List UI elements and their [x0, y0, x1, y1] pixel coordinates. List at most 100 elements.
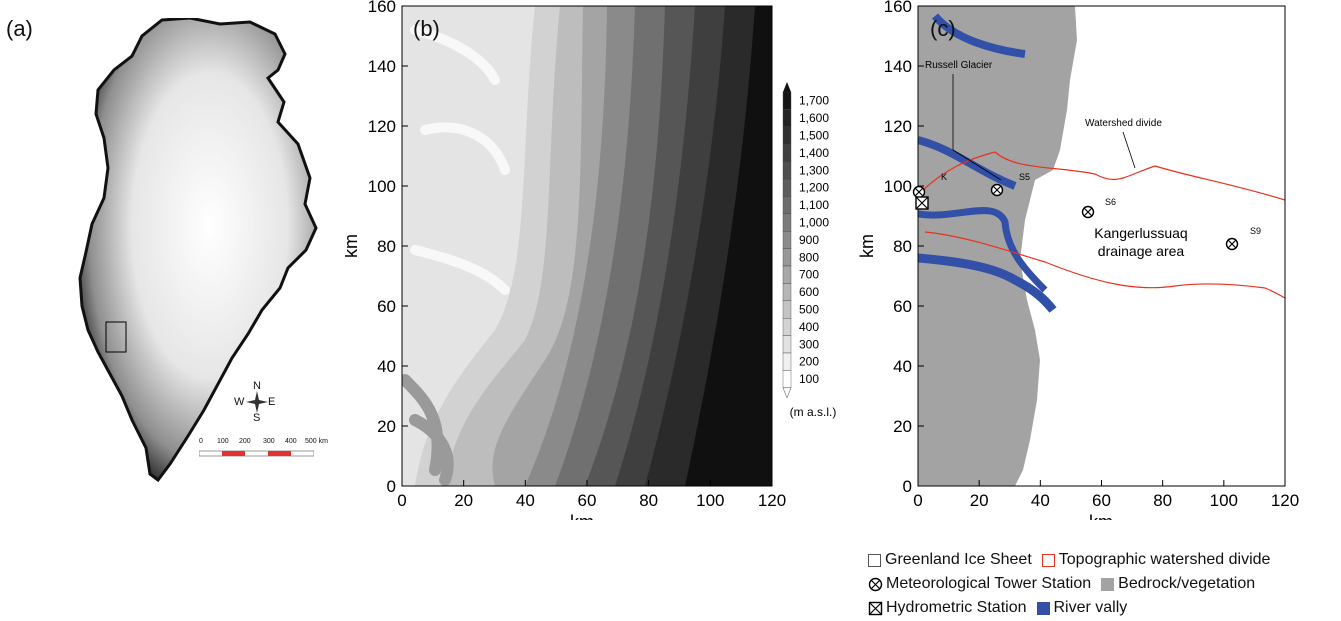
- b-xtick-label: 20: [454, 491, 473, 510]
- colorbar-label: 800: [799, 250, 819, 264]
- colorbar-cell: [782, 248, 792, 267]
- colorbar-cell: [782, 213, 792, 232]
- bedrock-vegetation-area: [918, 6, 1077, 486]
- scale-tick-5: 500 km: [305, 438, 328, 445]
- c-ytick-label: 80: [893, 237, 912, 256]
- colorbar-label: 1,600: [799, 111, 829, 125]
- hydrometric-station: [915, 196, 929, 210]
- panel-b-label: (b): [413, 16, 440, 41]
- elevation-contours: [402, 6, 772, 486]
- colorbar-label: 1,400: [799, 146, 829, 160]
- bedrock-swatch: [1101, 577, 1115, 591]
- colorbar-label: 700: [799, 268, 819, 282]
- b-xtick-label: 0: [397, 491, 406, 510]
- river-swatch: [1036, 601, 1050, 615]
- met-station-k-label: K: [941, 172, 947, 182]
- colorbar-label: 200: [799, 355, 819, 369]
- c-ytick-label: 100: [884, 177, 912, 196]
- colorbar-cell: [782, 230, 792, 249]
- legend-row-2: Meteorological Tower Station Bedrock/veg…: [868, 572, 1270, 596]
- colorbar-cell: [782, 126, 792, 145]
- b-ytick-label: 40: [377, 357, 396, 376]
- met-station-s5: S5: [990, 172, 1030, 197]
- river-valley-mid: [918, 136, 1017, 190]
- watershed-divide-leader: [1122, 131, 1136, 169]
- b-ytick-label: 100: [368, 177, 396, 196]
- colorbar-labels: 1,700 1,600 1,500 1,400 1,300 1,200 1,100 1,000…: [799, 94, 829, 386]
- c-ytick-label: 40: [893, 357, 912, 376]
- drainage-map-panel: 0 20 40 60 80 100 120 140 160 0 20 40 60 80 100 120 km…: [857, 0, 1299, 520]
- compass-star-icon: [246, 391, 268, 413]
- c-ytick-label: 60: [893, 297, 912, 316]
- b-xtick-label: 120: [758, 491, 786, 510]
- legend-met: Meteorological Tower Station: [886, 575, 1092, 592]
- c-xtick-label: 0: [913, 491, 922, 510]
- legend-row-1: Greenland Ice Sheet Topographic watershe…: [868, 548, 1270, 572]
- scale-tick-3: 300: [263, 438, 275, 445]
- scale-bar-graphic: [199, 450, 314, 457]
- c-ytick-label: 0: [903, 477, 912, 496]
- b-x-axis-label: km: [570, 512, 594, 520]
- colorbar-unit: (m a.s.l.): [790, 405, 837, 419]
- b-xtick-label: 80: [639, 491, 658, 510]
- russell-glacier-label: Russell Glacier: [925, 60, 993, 71]
- b-x-axis-ticks: 0 20 40 60 80 100 120: [397, 480, 786, 510]
- colorbar-cell: [782, 265, 792, 284]
- colorbar-label: 1,200: [799, 181, 829, 195]
- colorbar-label: 1,700: [799, 94, 829, 108]
- russell-glacier-leader: [952, 74, 1002, 181]
- c-xtick-label: 120: [1271, 491, 1299, 510]
- greenland-overview-map: [78, 18, 318, 483]
- b-xtick-label: 60: [578, 491, 597, 510]
- colorbar-label: 1,300: [799, 163, 829, 177]
- c-y-axis-ticks: 0 20 40 60 80 100 120 140 160: [884, 0, 924, 496]
- colorbar-cell: [782, 370, 792, 388]
- colorbar-label: 100: [799, 372, 819, 386]
- c-ytick-label: 20: [893, 417, 912, 436]
- elevation-map-panel: 0 20 40 60 80 100 120 140 160 0 20 40 60 80 100 120 km…: [345, 0, 837, 520]
- b-ytick-label: 0: [387, 477, 396, 496]
- b-y-axis-ticks: 0 20 40 60 80 100 120 140 160: [368, 0, 408, 496]
- river-valley-bottom: [918, 253, 1057, 313]
- colorbar-cell: [782, 178, 792, 197]
- compass-s: S: [253, 412, 261, 424]
- colorbar-cell: [782, 300, 792, 319]
- colorbar-label: 1,000: [799, 216, 829, 230]
- divide-swatch: [1041, 553, 1055, 567]
- compass-rose: N S E W: [228, 380, 288, 428]
- c-ytick-label: 160: [884, 0, 912, 16]
- hydrometric-station-icon: [868, 601, 883, 615]
- b-ytick-label: 120: [368, 117, 396, 136]
- met-station-s5-label: S5: [1019, 172, 1030, 182]
- study-area-box: [105, 321, 127, 353]
- colorbar-cell: [782, 91, 792, 110]
- colorbar-label: 400: [799, 320, 819, 334]
- legend-divide: Topographic watershed divide: [1058, 551, 1271, 568]
- b-xtick-label: 40: [516, 491, 535, 510]
- met-station-s9-label: S9: [1250, 226, 1261, 236]
- c-xtick-label: 60: [1092, 491, 1111, 510]
- colorbar-label: 1,100: [799, 198, 829, 212]
- colorbar-cell: [782, 318, 792, 336]
- c-ytick-label: 120: [884, 117, 912, 136]
- colorbar-cell: [782, 109, 792, 128]
- ice-sheet-swatch: [868, 553, 881, 567]
- elevation-colorbar: 1,700 1,600 1,500 1,400 1,300 1,200 1,100 1,000…: [782, 82, 837, 419]
- colorbar-cell: [782, 335, 792, 354]
- c-ytick-label: 140: [884, 57, 912, 76]
- compass-w: W: [234, 396, 245, 408]
- colorbar-cell: [782, 196, 792, 214]
- map-legend: Greenland Ice Sheet Topographic watershe…: [868, 548, 1270, 620]
- met-station-k: K: [912, 172, 947, 199]
- colorbar-label: 900: [799, 233, 819, 247]
- kangerlussuaq-label-line2: drainage area: [1098, 243, 1185, 259]
- legend-river: River vally: [1053, 599, 1128, 616]
- b-ytick-label: 160: [368, 0, 396, 16]
- kangerlussuaq-label-line1: Kangerlussuaq: [1094, 225, 1187, 241]
- colorbar-label: 600: [799, 285, 819, 299]
- watershed-divide-north: [922, 151, 1285, 201]
- c-x-axis-ticks: 0 20 40 60 80 100 120: [913, 480, 1299, 510]
- colorbar-top-arrow: [783, 82, 791, 92]
- watershed-divide-label: Watershed divide: [1085, 118, 1162, 129]
- legend-ice-sheet: Greenland Ice Sheet: [885, 551, 1032, 568]
